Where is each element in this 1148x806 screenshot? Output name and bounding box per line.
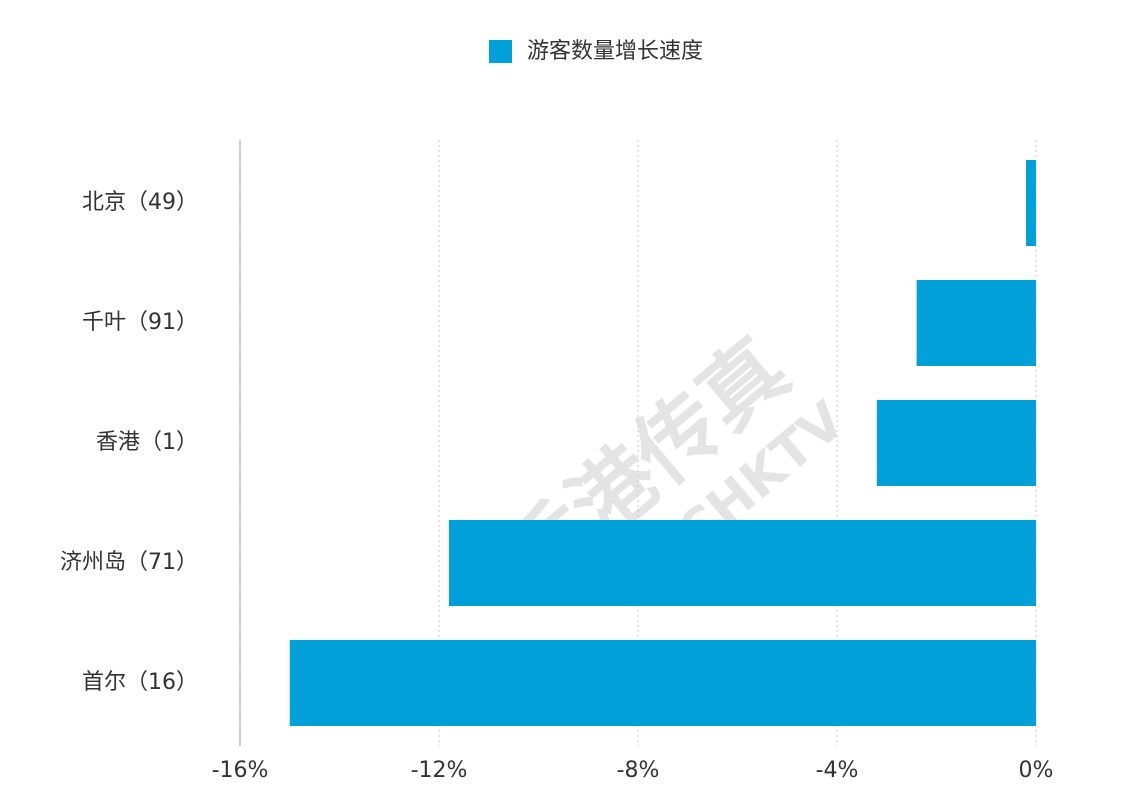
y-tick-label: 北京（49） [82,190,198,215]
y-tick-label: 济州岛（71） [60,550,198,575]
bar [448,520,1036,606]
bar [876,400,1036,486]
legend-swatch [489,40,512,63]
y-tick-label: 首尔（16） [82,670,198,695]
bar [289,640,1036,726]
x-tick-label: -4% [816,758,859,783]
legend-label: 游客数量增长速度 [527,39,703,64]
bar [1026,160,1036,246]
y-tick-label: 香港（1） [96,430,198,455]
y-tick-label: 千叶（91） [82,310,198,335]
bar [916,280,1036,366]
x-tick-label: -16% [212,758,269,783]
x-tick-label: -12% [411,758,468,783]
x-tick-label: -8% [617,758,660,783]
x-tick-label: 0% [1019,758,1054,783]
